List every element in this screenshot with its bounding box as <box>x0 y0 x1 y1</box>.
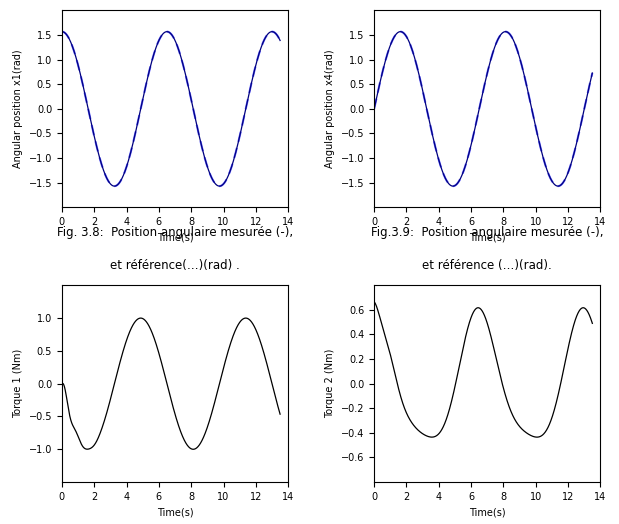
Text: Fig.3.9:  Position angulaire mesurée (-),: Fig.3.9: Position angulaire mesurée (-), <box>371 226 604 239</box>
Text: Fig. 3.8:  Position angulaire mesurée (-),: Fig. 3.8: Position angulaire mesurée (-)… <box>57 226 293 239</box>
Y-axis label: Angular position x4(rad): Angular position x4(rad) <box>326 50 335 168</box>
Y-axis label: Torque 1 (Nm): Torque 1 (Nm) <box>13 349 23 418</box>
X-axis label: Time(s): Time(s) <box>157 233 193 243</box>
Y-axis label: Angular position x1(rad): Angular position x1(rad) <box>13 50 23 168</box>
Text: et référence(…)(rad) .: et référence(…)(rad) . <box>110 259 240 272</box>
Y-axis label: Torque 2 (Nm): Torque 2 (Nm) <box>326 349 335 418</box>
X-axis label: Time(s): Time(s) <box>469 507 506 517</box>
X-axis label: Time(s): Time(s) <box>157 507 193 517</box>
Text: et référence (…)(rad).: et référence (…)(rad). <box>422 259 552 272</box>
X-axis label: Time(s): Time(s) <box>469 233 506 243</box>
